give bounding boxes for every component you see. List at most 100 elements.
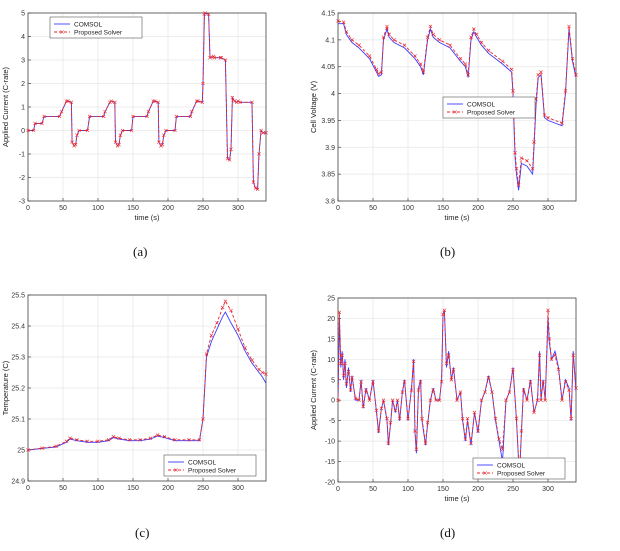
chart-c-series-proposed-solver-marker (106, 437, 111, 442)
chart-c-series-proposed-solver-marker (264, 372, 268, 376)
chart-b-series-proposed-solver-marker (374, 67, 379, 72)
chart-a-x-tick-label: 150 (127, 205, 139, 212)
chart-d-series-proposed-solver-marker (411, 359, 416, 364)
chart-a-y-tick-label: -2 (19, 175, 25, 182)
chart-b-series-proposed-solver-marker (367, 54, 372, 58)
chart-b-series-proposed-solver-marker (413, 54, 417, 58)
chart-c-y-tick-label: 25.5 (11, 293, 25, 300)
chart-c-series-proposed-solver-marker (148, 436, 153, 441)
chart-d-series-proposed-solver-marker (390, 398, 395, 403)
chart-d-series-proposed-solver-marker (357, 398, 361, 403)
chart-d-series-proposed-solver-marker (451, 367, 456, 372)
chart-d-series-proposed-solver-marker (364, 388, 368, 392)
chart-d-series-proposed-solver-marker (493, 416, 498, 421)
chart-b-series-proposed-solver-marker (567, 24, 571, 29)
chart-a-series-proposed-solver-marker (33, 121, 37, 126)
chart-c-legend-label: COMSOL (188, 459, 217, 466)
chart-d-series-proposed-solver-marker (537, 353, 542, 358)
chart-a-series-proposed-solver-marker (229, 147, 233, 152)
chart-b-x-tick-label: 200 (472, 205, 484, 212)
chart-a-series-proposed-solver-marker (152, 99, 157, 103)
chart-d-series-proposed-solver-marker (442, 308, 447, 313)
chart-d-x-tick-label: 250 (507, 486, 519, 493)
chart-d-series-proposed-solver-marker (455, 398, 459, 403)
chart-d-series-proposed-solver-marker (437, 398, 442, 403)
chart-c-series-proposed-solver-marker (75, 437, 79, 442)
chart-b-series-proposed-solver-marker (563, 89, 568, 93)
chart-d-series-proposed-solver-marker (463, 437, 468, 441)
chart-c-legend-marker (174, 468, 178, 472)
chart-d-series-proposed-solver-marker (483, 390, 487, 394)
chart-b-series-proposed-solver-marker (536, 72, 541, 77)
chart-d-series-proposed-solver-marker (458, 390, 463, 394)
chart-a-series-proposed-solver-marker (109, 99, 114, 103)
chart-b-series-proposed-solver-marker (357, 43, 361, 48)
chart-c-x-tick-label: 250 (197, 485, 209, 492)
chart-b-series-proposed-solver-marker (448, 43, 452, 48)
chart-a-series-proposed-solver-marker (188, 114, 193, 119)
chart-c-series-proposed-solver-marker (138, 437, 142, 442)
chart-d-series-proposed-solver-marker (479, 398, 484, 403)
chart-b-series-proposed-solver-marker (344, 29, 349, 34)
chart-b-series-proposed-solver-marker (458, 56, 463, 61)
chart-b-y-tick-label: 3.9 (325, 145, 335, 152)
chart-d-series-proposed-solver-marker (423, 441, 428, 445)
chart-b-series-proposed-solver-marker (532, 140, 536, 144)
chart-d-series-proposed-solver-marker (416, 388, 421, 392)
chart-d-series-proposed-solver-marker (476, 429, 480, 433)
chart-b-series-proposed-solver-marker (539, 70, 543, 74)
chart-b-series-proposed-solver-marker (418, 62, 423, 66)
chart-d-y-tick-label: 0 (331, 398, 335, 405)
chart-b-series-proposed-solver-marker (381, 35, 386, 39)
chart-a-series-proposed-solver-marker (194, 99, 199, 103)
chart-d-series-proposed-solver-marker (409, 388, 414, 392)
chart-d-series-proposed-solver-marker (532, 410, 536, 415)
chart-c-y-tick-label: 25.3 (11, 355, 25, 362)
chart-a-series-proposed-solver-marker (70, 140, 74, 145)
chart-a-series-proposed-solver-marker (230, 95, 235, 100)
chart-c-y-tick-label: 25.2 (11, 386, 25, 393)
chart-a-series-proposed-solver-marker (238, 100, 242, 105)
chart-c-series-proposed-solver-marker (155, 433, 160, 437)
chart-a-series-proposed-solver-marker (75, 133, 79, 138)
chart-a-series-proposed-solver-marker (227, 158, 232, 162)
chart-c-series-proposed-solver-marker (96, 439, 100, 444)
chart-b-y-tick-label: 3.8 (325, 199, 335, 206)
chart-d-series-proposed-solver-marker (402, 380, 407, 384)
chart-b-series-proposed-solver-marker (379, 70, 384, 74)
chart-a-x-tick-label: 0 (26, 205, 30, 212)
chart-b-series-proposed-solver-marker (542, 113, 547, 117)
chart-a-series-proposed-solver-marker (253, 186, 258, 190)
chart-d-series-proposed-solver-marker (541, 380, 545, 384)
chart-c-x-tick-label: 300 (232, 485, 244, 492)
plot-a: 0 50 100 150 200 250 300 -3 -2 -1 0 1 2 3 4 5 time (s) Ap… (1, 11, 268, 222)
chart-b-series-proposed-solver-marker (469, 35, 473, 39)
chart-b-legend (442, 96, 536, 119)
chart-c-x-tick-label: 150 (127, 485, 139, 492)
chart-d-series-proposed-solver-marker (395, 398, 400, 403)
chart-a-series-proposed-solver-marker (212, 55, 217, 60)
chart-b-series-proposed-solver-marker (513, 150, 517, 155)
chart-c-series-proposed-solver-marker (260, 370, 265, 375)
chart-b-series-proposed-solver-marker (471, 27, 476, 31)
plot-b: 0 50 100 150 200 250 300 3.8 3.85 3.9 3.95 4 4.05 4.1… (309, 11, 578, 222)
chart-d-series-proposed-solver-marker (361, 404, 366, 409)
chart-b-y-tick-label: 3.95 (321, 118, 335, 125)
caption-b: (b) (440, 244, 456, 259)
chart-d-series-proposed-solver-marker (511, 367, 515, 372)
chart-d-legend-label: COMSOL (497, 462, 526, 469)
chart-c-series-proposed-solver-marker (54, 444, 58, 449)
chart-c-series-proposed-solver-marker (173, 437, 177, 442)
chart-a-series-proposed-solver-marker (174, 114, 179, 119)
chart-c-series-proposed-solver-line (28, 300, 266, 451)
chart-a-series-proposed-solver-marker (120, 128, 125, 133)
chart-c-series-proposed-solver-marker (85, 439, 90, 444)
chart-a-y-tick-label: 4 (21, 34, 25, 41)
chart-d-series-proposed-solver-marker (344, 382, 349, 386)
chart-d-series-proposed-solver-marker (359, 380, 363, 384)
chart-d-y-tick-label: 25 (327, 296, 335, 303)
chart-d-series-proposed-solver-marker (569, 416, 573, 421)
chart-c-series-proposed-solver-marker (127, 437, 132, 442)
chart-a-series-proposed-solver-marker (31, 128, 36, 133)
